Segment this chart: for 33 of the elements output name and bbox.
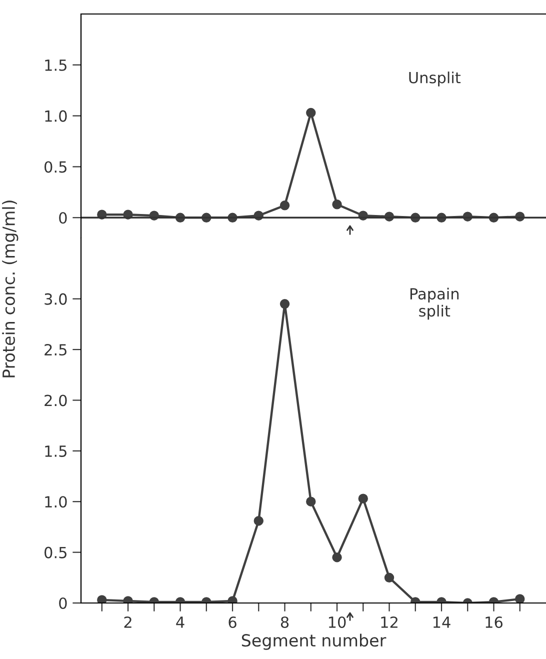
annotation: Papain split — [410, 288, 459, 320]
point — [332, 200, 342, 210]
point — [254, 516, 264, 526]
point — [306, 496, 316, 506]
point — [515, 594, 525, 603]
y-tick-label: 0.5 — [44, 546, 66, 558]
y-tick-label: 0.5 — [44, 161, 66, 173]
x-tick-label: 16 — [486, 616, 503, 628]
point — [97, 595, 107, 603]
y-axis-title: Protein conc. (mg/ml) — [2, 200, 18, 378]
y-tick-label: 1.0 — [45, 110, 67, 122]
point — [384, 572, 394, 583]
y-tick-label: 2.0 — [44, 394, 67, 406]
x-tick-label: 4 — [176, 616, 184, 628]
x-tick-label: 12 — [381, 616, 398, 628]
y-tick-label: 1.5 — [45, 60, 66, 71]
y-tick-label: 2.5 — [44, 344, 66, 356]
y-tick-label: 0 — [59, 212, 67, 224]
x-tick-label: 8 — [280, 616, 289, 628]
point — [306, 108, 316, 118]
annotation: Unsplit — [409, 72, 461, 86]
x-tick-label: 14 — [433, 616, 450, 628]
y-tick-label: 1.5 — [45, 446, 66, 457]
y-tick-label: 0 — [59, 597, 67, 610]
x-tick-label: 2 — [124, 616, 132, 628]
y-tick-label: 3.0 — [44, 293, 67, 305]
x-tick-label: 10 — [328, 616, 346, 628]
point — [332, 552, 342, 562]
point — [358, 494, 368, 504]
x-axis-title: Segment number — [242, 634, 386, 650]
point — [280, 200, 290, 210]
y-tick-label: 1.0 — [45, 496, 67, 508]
x-tick-label: 6 — [228, 616, 236, 628]
